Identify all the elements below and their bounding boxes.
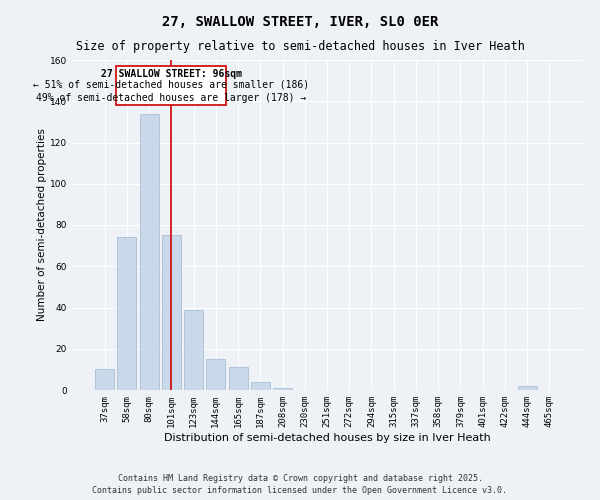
Text: Contains HM Land Registry data © Crown copyright and database right 2025.
Contai: Contains HM Land Registry data © Crown c… bbox=[92, 474, 508, 495]
Text: ← 51% of semi-detached houses are smaller (186): ← 51% of semi-detached houses are smalle… bbox=[33, 80, 310, 90]
Text: 27, SWALLOW STREET, IVER, SL0 0ER: 27, SWALLOW STREET, IVER, SL0 0ER bbox=[162, 15, 438, 29]
Bar bbox=[229, 368, 248, 390]
Text: 49% of semi-detached houses are larger (178) →: 49% of semi-detached houses are larger (… bbox=[36, 94, 307, 104]
Bar bbox=[206, 359, 225, 390]
Y-axis label: Number of semi-detached properties: Number of semi-detached properties bbox=[37, 128, 47, 322]
FancyBboxPatch shape bbox=[116, 66, 226, 106]
X-axis label: Distribution of semi-detached houses by size in Iver Heath: Distribution of semi-detached houses by … bbox=[164, 432, 490, 442]
Bar bbox=[140, 114, 158, 390]
Bar bbox=[162, 236, 181, 390]
Bar bbox=[251, 382, 270, 390]
Text: Size of property relative to semi-detached houses in Iver Heath: Size of property relative to semi-detach… bbox=[76, 40, 524, 53]
Bar bbox=[273, 388, 292, 390]
Bar bbox=[518, 386, 536, 390]
Text: 27 SWALLOW STREET: 96sqm: 27 SWALLOW STREET: 96sqm bbox=[101, 70, 242, 80]
Bar bbox=[95, 370, 114, 390]
Bar bbox=[184, 310, 203, 390]
Bar bbox=[118, 238, 136, 390]
